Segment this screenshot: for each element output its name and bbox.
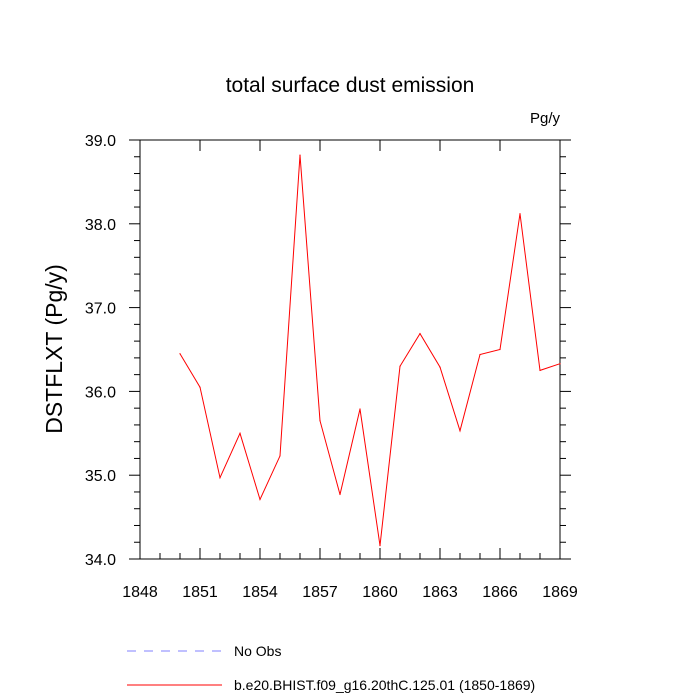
legend-label: b.e20.BHIST.f09_g16.20thC.125.01 (1850-1… — [234, 677, 535, 693]
data-point — [559, 363, 561, 365]
data-point — [339, 493, 341, 496]
x-tick-label: 1851 — [182, 584, 218, 601]
data-points — [179, 154, 561, 547]
y-tick-label: 37.0 — [85, 301, 116, 318]
data-point — [279, 455, 281, 457]
data-point — [219, 477, 221, 479]
units-label: Pg/y — [530, 110, 561, 127]
x-tick-label: 1869 — [542, 584, 578, 601]
y-tick-label: 39.0 — [85, 133, 116, 150]
data-point — [459, 430, 461, 432]
data-point — [239, 432, 241, 434]
y-tick-label: 38.0 — [85, 217, 116, 234]
chart-title: total surface dust emission — [226, 74, 475, 97]
data-point — [399, 365, 401, 367]
x-tick-label: 1848 — [122, 584, 158, 601]
data-point — [499, 348, 501, 351]
data-point — [319, 420, 321, 422]
data-point — [419, 332, 421, 335]
x-tick-label: 1854 — [242, 584, 278, 601]
series-lines — [179, 155, 561, 546]
data-point — [539, 369, 541, 372]
data-point — [479, 353, 481, 356]
data-point — [359, 408, 361, 410]
data-point — [379, 544, 381, 547]
data-point — [439, 366, 441, 368]
data-point — [259, 498, 261, 501]
x-tick-label: 1863 — [422, 584, 458, 601]
legend: No Obs b.e20.BHIST.f09_g16.20thC.125.01 (… — [127, 643, 535, 693]
data-point — [199, 386, 201, 388]
axis-ticks — [129, 139, 571, 560]
y-axis-label: DSTFLXT (Pg/y) — [41, 264, 67, 434]
y-tick-labels: 34.0 35.0 36.0 37.0 38.0 39.0 — [85, 133, 116, 569]
y-tick-label: 36.0 — [85, 384, 116, 401]
y-tick-label: 35.0 — [85, 468, 116, 485]
plot-frame — [139, 139, 561, 560]
x-tick-label: 1857 — [302, 584, 338, 601]
y-tick-label: 34.0 — [85, 552, 116, 569]
x-tick-labels: 1848 1851 1854 1857 1860 1863 1866 1869 — [122, 584, 578, 601]
x-tick-label: 1866 — [482, 584, 518, 601]
legend-label: No Obs — [234, 643, 281, 659]
series-line — [179, 155, 561, 546]
data-point — [179, 353, 181, 355]
data-point — [299, 154, 301, 156]
data-point — [519, 213, 521, 215]
x-tick-label: 1860 — [362, 584, 398, 601]
